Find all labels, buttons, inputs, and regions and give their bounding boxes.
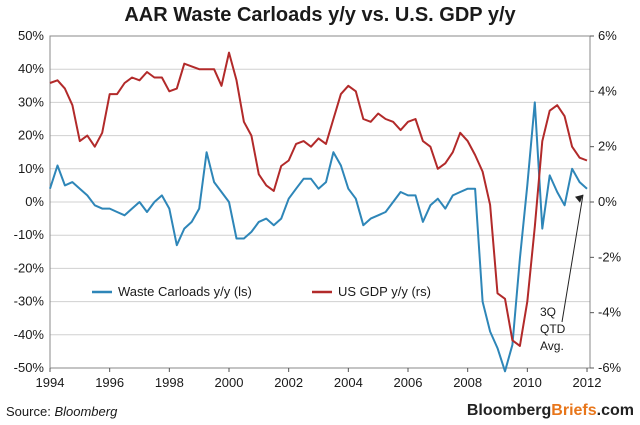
source-note: Source: Bloomberg xyxy=(6,404,117,419)
y-right-tick-label: 4% xyxy=(598,83,617,98)
y-right-tick-label: -4% xyxy=(598,305,622,320)
brand-suffix: .com xyxy=(596,402,634,419)
series-group xyxy=(49,51,588,373)
y-right-tick-label: -6% xyxy=(598,360,622,375)
source-name: Bloomberg xyxy=(54,404,118,419)
y-left-tick-label: -10% xyxy=(14,227,45,242)
y-left-tick-label: -30% xyxy=(14,294,45,309)
x-tick-label: 2000 xyxy=(215,375,244,390)
y-left-tick-label: 10% xyxy=(18,161,44,176)
annotation: 3Q QTD Avg. xyxy=(540,194,584,353)
legend-label: US GDP y/y (rs) xyxy=(338,284,431,299)
y-axis-left: 50% 40% 30% 20% 10% 0% -10% -20% -30% -40% -50% xyxy=(14,28,45,375)
x-tick-label: 1994 xyxy=(36,375,65,390)
x-tick-label: 2012 xyxy=(573,375,602,390)
x-tick-label: 2008 xyxy=(453,375,482,390)
annotation-arrow-line xyxy=(561,194,584,323)
legend-label: Waste Carloads y/y (ls) xyxy=(118,284,252,299)
y-left-tick-label: 50% xyxy=(18,28,44,43)
y-right-tick-label: 6% xyxy=(598,28,617,43)
y-axis-right: 6% 4% 2% 0% -2% -4% -6% xyxy=(590,28,622,375)
annotation-text: Avg. xyxy=(540,339,564,353)
brand-logo: BloombergBriefs.com xyxy=(467,402,634,420)
y-left-tick-label: 20% xyxy=(18,128,44,143)
x-tick-label: 1996 xyxy=(95,375,124,390)
y-right-tick-label: 2% xyxy=(598,139,617,154)
series-line-gdp xyxy=(49,51,588,347)
series-line-waste-carloads xyxy=(49,101,588,373)
brand-part2: Briefs xyxy=(551,402,597,419)
x-tick-label: 2002 xyxy=(274,375,303,390)
y-left-tick-label: 30% xyxy=(18,94,44,109)
y-left-tick-label: 0% xyxy=(25,194,44,209)
legend: Waste Carloads y/y (ls) US GDP y/y (rs) xyxy=(92,284,431,299)
brand-part1: Bloomberg xyxy=(466,402,552,419)
x-tick-label: 2010 xyxy=(513,375,542,390)
x-tick-label: 2004 xyxy=(334,375,363,390)
source-prefix: Source: xyxy=(6,404,51,419)
y-right-tick-label: -2% xyxy=(598,249,622,264)
annotation-text: 3Q xyxy=(540,305,556,319)
y-right-tick-label: 0% xyxy=(598,194,617,209)
chart-title: AAR Waste Carloads y/y vs. U.S. GDP y/y xyxy=(124,4,516,26)
y-left-tick-label: 40% xyxy=(18,61,44,76)
y-left-tick-label: -20% xyxy=(14,260,45,275)
x-tick-label: 2006 xyxy=(394,375,423,390)
x-axis: 1994 1996 1998 2000 2002 2004 2006 2008 2010 2012 xyxy=(36,368,602,390)
y-left-tick-label: -40% xyxy=(14,327,45,342)
annotation-text: QTD xyxy=(540,322,566,336)
x-tick-label: 1998 xyxy=(155,375,184,390)
annotation-arrow-head xyxy=(575,194,584,203)
y-left-tick-label: -50% xyxy=(14,360,45,375)
